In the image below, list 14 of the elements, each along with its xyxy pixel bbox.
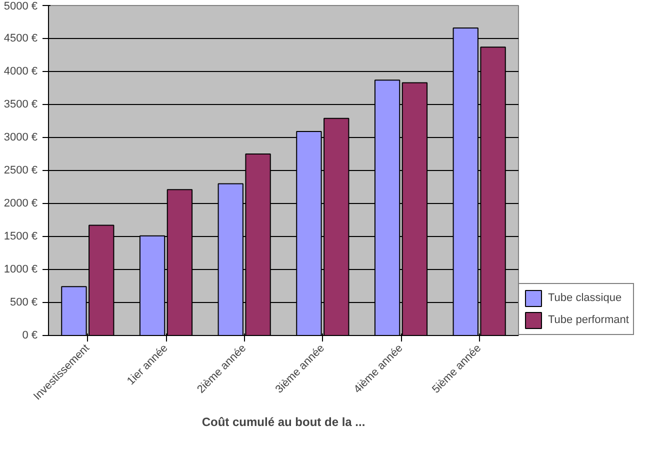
- y-tick-label: 0 €: [22, 330, 38, 342]
- y-tick-label: 4500 €: [4, 32, 38, 44]
- x-axis-title: Coût cumulé au bout de la ...: [202, 414, 366, 429]
- legend-label: Tube classique: [548, 292, 622, 304]
- y-tick-label: 1500 €: [4, 230, 38, 242]
- y-tick-label: 5000 €: [4, 0, 38, 12]
- y-tick-label: 2500 €: [4, 164, 38, 176]
- y-tick-label: 1000 €: [4, 264, 38, 276]
- y-tick-label: 3500 €: [4, 98, 38, 110]
- y-tick-label: 2000 €: [4, 198, 38, 210]
- y-tick-label: 4000 €: [4, 66, 38, 78]
- y-tick-label: 3000 €: [4, 132, 38, 144]
- legend-label: Tube performant: [548, 314, 629, 326]
- y-tick-label: 500 €: [10, 296, 38, 308]
